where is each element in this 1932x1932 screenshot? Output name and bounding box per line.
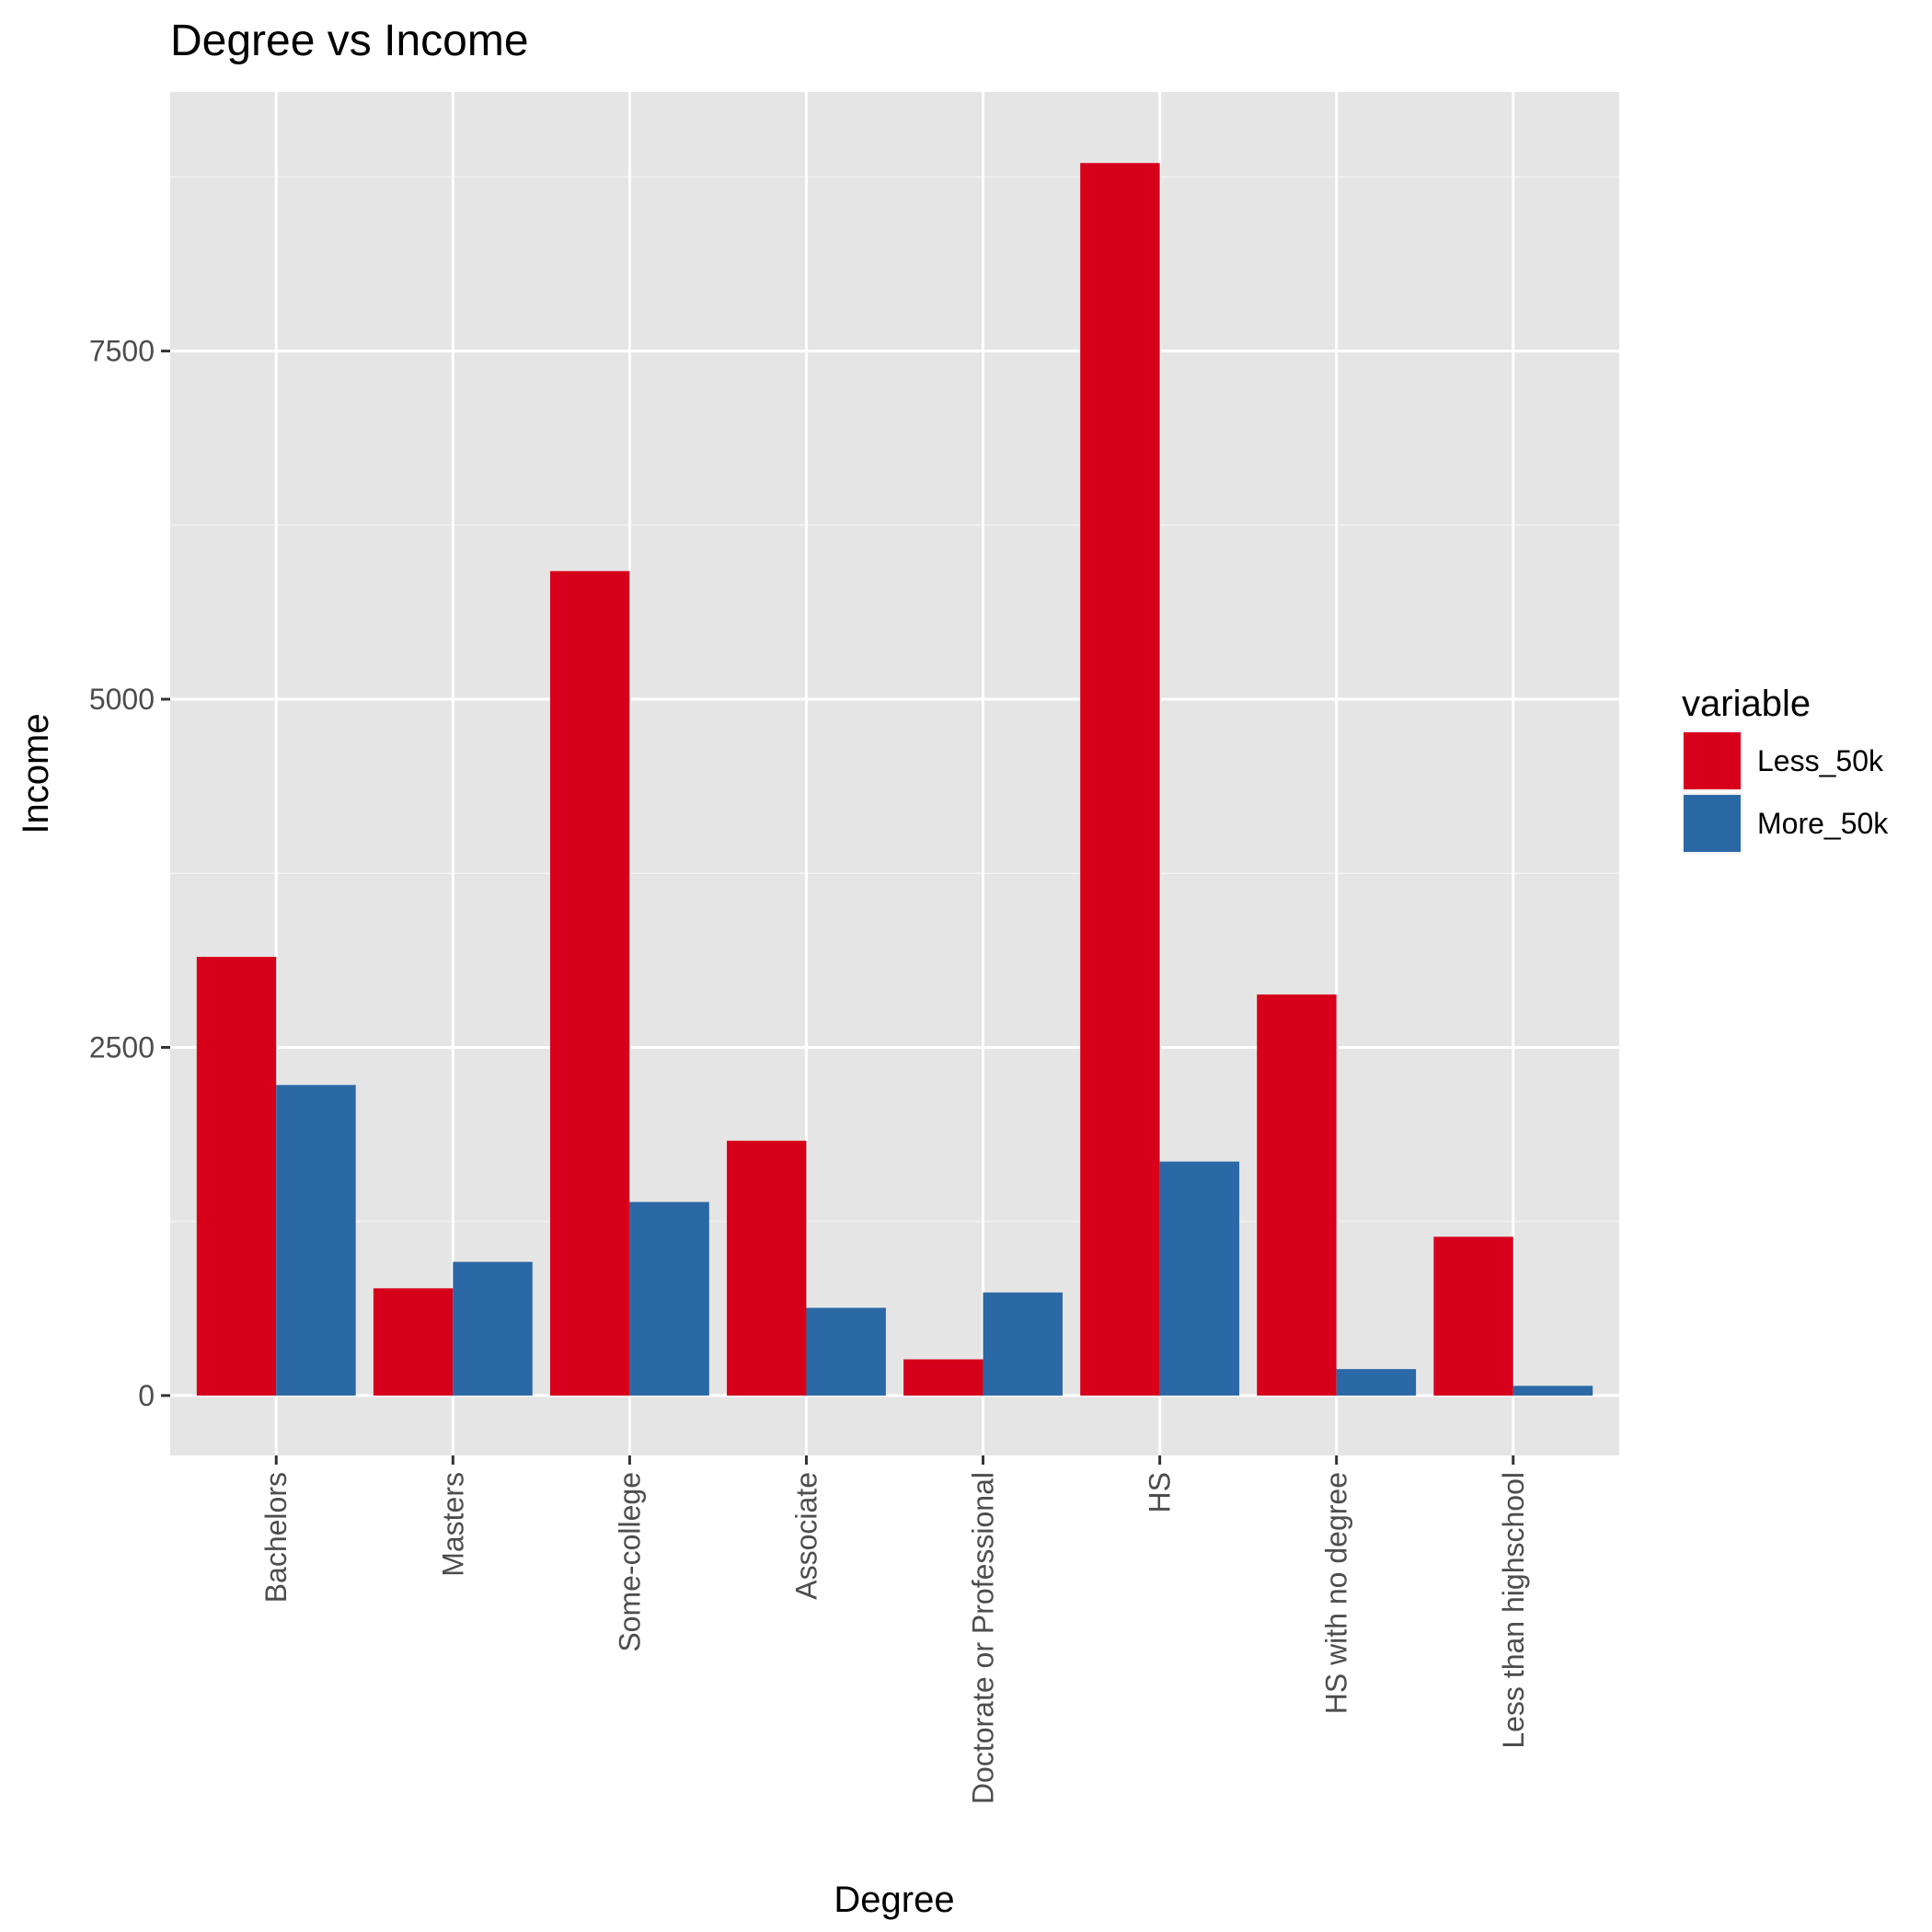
bar-less-50k <box>196 957 277 1396</box>
bars <box>196 163 1593 1396</box>
x-tick-label: Some-college <box>613 1472 646 1652</box>
x-axis: Bachelors Masters Some-college Associate Doc… <box>259 1455 1530 1804</box>
bar-less-50k <box>1433 1236 1513 1396</box>
bar-more-50k <box>1512 1386 1593 1396</box>
x-tick-label: HS with no degree <box>1320 1472 1353 1714</box>
y-tick-label: 7500 <box>89 335 155 368</box>
legend-swatch <box>1684 732 1741 789</box>
bar-less-50k <box>1257 994 1337 1396</box>
x-tick-label: Less than highschool <box>1497 1472 1530 1749</box>
y-axis-title: Income <box>16 713 56 834</box>
bar-less-50k <box>549 570 630 1396</box>
y-tick-label: 5000 <box>89 683 155 716</box>
x-axis-title: Degree <box>834 1880 954 1920</box>
bar-less-50k <box>373 1288 454 1396</box>
legend: variable Less_50k More_50k <box>1682 684 1889 854</box>
bar-less-50k <box>727 1140 807 1396</box>
legend-swatch <box>1684 795 1741 852</box>
y-tick-label: 0 <box>138 1379 155 1412</box>
bar-more-50k <box>983 1292 1063 1396</box>
bar-less-50k <box>903 1359 983 1396</box>
x-tick-label: HS <box>1144 1472 1177 1512</box>
x-tick-label: Associate <box>789 1472 822 1600</box>
bar-more-50k <box>453 1261 533 1396</box>
bar-more-50k <box>1336 1369 1417 1396</box>
x-tick-label: Bachelors <box>259 1472 293 1603</box>
bar-more-50k <box>1159 1161 1240 1396</box>
plot-panel <box>170 92 1619 1455</box>
bar-more-50k <box>806 1307 886 1396</box>
y-axis: 0 2500 5000 7500 <box>89 335 170 1412</box>
minor-gridlines <box>170 176 1619 1223</box>
legend-title: variable <box>1682 684 1811 724</box>
bar-more-50k <box>629 1202 709 1396</box>
x-tick-label: Masters <box>436 1472 469 1577</box>
x-tick-label: Doctorate or Professional <box>967 1472 1000 1804</box>
bar-less-50k <box>1080 163 1160 1396</box>
legend-label: More_50k <box>1757 807 1889 840</box>
legend-label: Less_50k <box>1757 744 1884 777</box>
y-tick-label: 2500 <box>89 1030 155 1064</box>
bar-more-50k <box>276 1085 356 1396</box>
chart-title: Degree vs Income <box>170 17 529 65</box>
